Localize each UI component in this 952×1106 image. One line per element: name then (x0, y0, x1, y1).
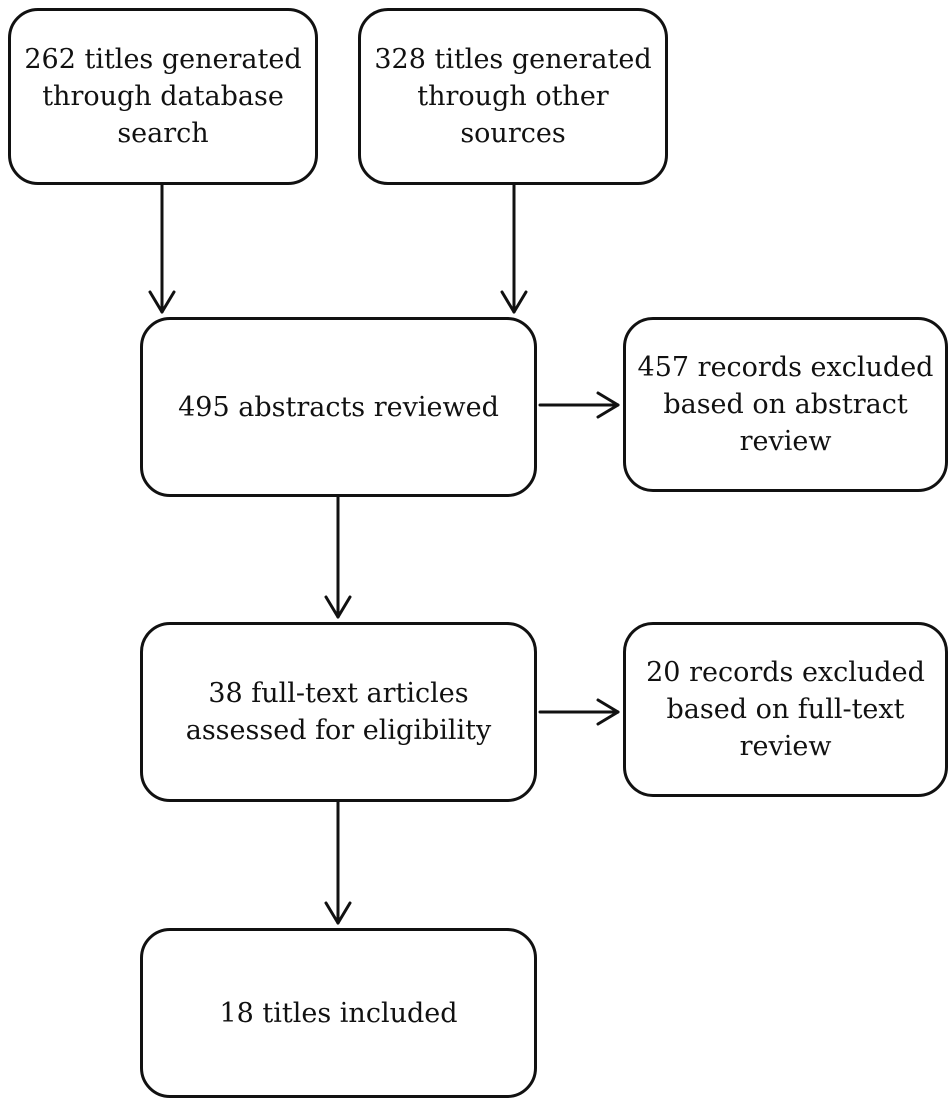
titles-included-line-1: 18 titles included (219, 997, 458, 1029)
abstract-exclusions-line-2: based on abstract (663, 389, 908, 420)
full-text-assessed-box: 38 full-text articles assessed for eligi… (140, 622, 537, 802)
full-text-exclusions-line-1: 20 records excluded (646, 657, 925, 688)
arrow-abstracts-to-exclusions (538, 391, 620, 419)
database-search-line-2: through database (42, 81, 284, 112)
other-sources-box: 328 titles generated through other sourc… (358, 8, 668, 185)
full-text-assessed-line-2: assessed for eligibility (185, 715, 492, 746)
titles-included-box: 18 titles included (140, 928, 537, 1098)
other-sources-line-2: through other (417, 81, 609, 112)
abstract-exclusions-line-3: review (739, 426, 832, 457)
arrow-other-to-abstracts (500, 183, 528, 314)
arrow-fulltext-to-exclusions (538, 698, 620, 726)
abstracts-reviewed-box: 495 abstracts reviewed (140, 317, 537, 497)
abstract-exclusions-line-1: 457 records excluded (637, 352, 934, 383)
full-text-exclusions-line-2: based on full-text (666, 694, 905, 725)
full-text-exclusions-box: 20 records excluded based on full-text r… (623, 622, 948, 797)
database-search-line-1: 262 titles generated (24, 44, 302, 75)
arrow-database-to-abstracts (148, 183, 176, 314)
abstract-exclusions-box: 457 records excluded based on abstract r… (623, 317, 948, 492)
arrow-fulltext-to-included (324, 800, 352, 925)
full-text-exclusions-line-3: review (739, 731, 832, 762)
database-search-box: 262 titles generated through database se… (8, 8, 318, 185)
other-sources-line-1: 328 titles generated (374, 44, 652, 75)
full-text-assessed-line-1: 38 full-text articles (208, 678, 469, 709)
abstracts-reviewed-line-1: 495 abstracts reviewed (178, 391, 499, 423)
other-sources-line-3: sources (460, 118, 566, 149)
arrow-abstracts-to-fulltext (324, 495, 352, 619)
database-search-line-3: search (117, 118, 209, 149)
